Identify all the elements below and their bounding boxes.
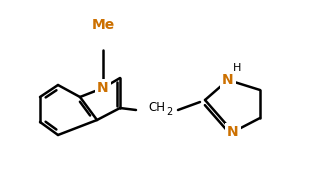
- Text: H: H: [233, 63, 241, 73]
- Text: CH: CH: [148, 100, 165, 114]
- Text: N: N: [222, 73, 234, 87]
- Text: Me: Me: [91, 18, 115, 32]
- Text: N: N: [97, 81, 109, 95]
- Text: 2: 2: [166, 107, 172, 117]
- Text: N: N: [227, 125, 239, 139]
